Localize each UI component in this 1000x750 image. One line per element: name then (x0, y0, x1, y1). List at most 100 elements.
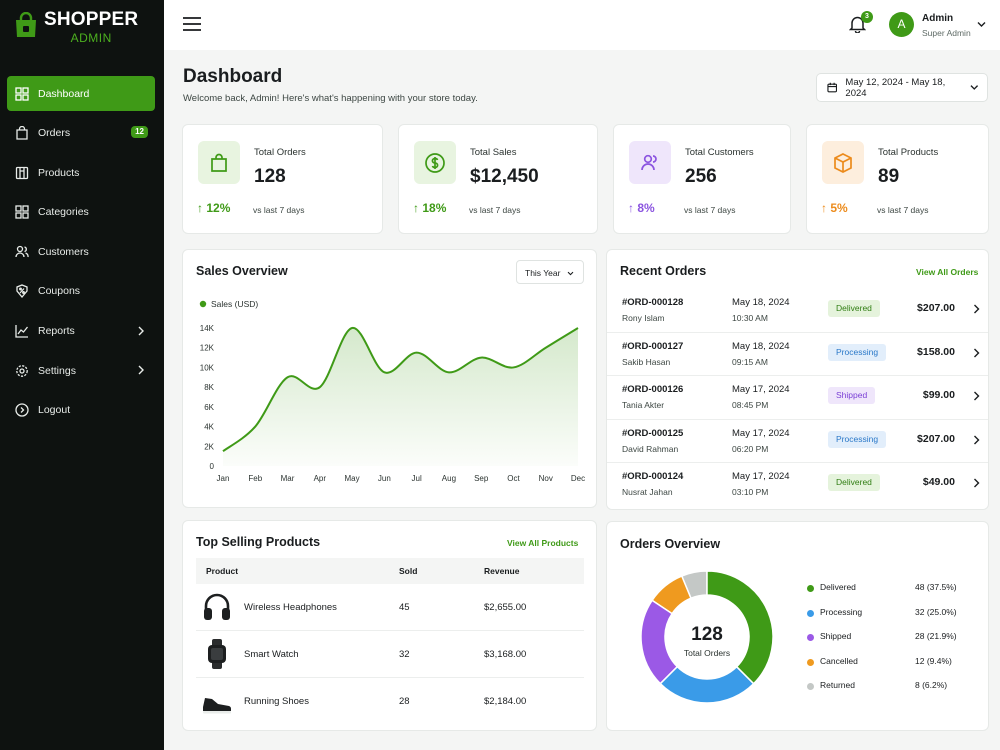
data-point-nov[interactable] (541, 343, 551, 353)
y-tick-label: 6K (204, 403, 214, 412)
avatar[interactable]: A (889, 12, 914, 37)
period-select[interactable]: This Year (516, 260, 584, 284)
data-point-dec[interactable] (573, 323, 583, 333)
sidebar-item-products[interactable]: Products (7, 155, 155, 190)
product-name: Smart Watch (244, 649, 299, 660)
section-title: Top Selling Products (196, 535, 321, 549)
stat-value: 128 (254, 166, 286, 187)
table-row[interactable]: Smart Watch 32 $3,168.00 (196, 631, 584, 678)
status-badge: Processing (828, 430, 887, 448)
view-all-products-link[interactable]: View All Products (507, 538, 579, 548)
section-title: Orders Overview (620, 537, 721, 551)
legend-label: Delivered (820, 582, 856, 592)
categories-icon (15, 205, 29, 219)
data-point-jun[interactable] (379, 367, 389, 377)
order-id[interactable]: #ORD-000126 (622, 384, 684, 395)
sidebar-item-dashboard[interactable]: Dashboard (7, 76, 155, 111)
x-tick-label: Dec (571, 474, 585, 483)
product-name: Running Shoes (244, 696, 309, 707)
brand-logo[interactable]: SHOPPER ADMIN (14, 10, 138, 44)
column-header-product: Product (206, 566, 239, 576)
data-point-oct[interactable] (508, 362, 518, 372)
arrow-up-icon: ↑ (821, 201, 831, 215)
data-point-may[interactable] (347, 323, 357, 333)
arrow-up-icon: ↑ (628, 201, 638, 215)
order-row[interactable]: #ORD-000124 Nusrat Jahan May 17, 2024 03:10… (607, 463, 988, 507)
date-range-picker[interactable]: May 12, 2024 - May 18, 2024 (816, 73, 988, 102)
trend-value: 18% (422, 201, 447, 215)
chevron-right-icon[interactable] (973, 348, 980, 358)
user-name[interactable]: Admin (922, 13, 954, 24)
stat-note: vs last 7 days (877, 205, 929, 215)
sidebar-item-label: Settings (38, 364, 76, 377)
chevron-down-icon[interactable] (977, 21, 986, 28)
donut-slice-cancelled[interactable] (651, 575, 692, 615)
sidebar-item-customers[interactable]: Customers (7, 234, 155, 269)
data-point-aug[interactable] (444, 367, 454, 377)
stat-note: vs last 7 days (684, 205, 736, 215)
data-point-sep[interactable] (476, 353, 486, 363)
sidebar-item-orders[interactable]: Orders 12 (7, 116, 155, 151)
recent-orders-card: Recent Orders View All Orders #ORD-00012… (606, 249, 989, 510)
order-row[interactable]: #ORD-000125 David Rahman May 17, 2024 06:20… (607, 420, 988, 463)
data-point-jan[interactable] (218, 446, 228, 456)
order-row[interactable]: #ORD-000127 Sakib Hasan May 18, 2024 09:15 … (607, 333, 988, 376)
sales-line (222, 327, 579, 453)
table-row[interactable]: Wireless Headphones 45 $2,655.00 (196, 584, 584, 631)
order-amount: $99.00 (922, 389, 955, 401)
customer-name: Rony Islam (622, 313, 665, 323)
legend-label: Cancelled (820, 655, 858, 666)
order-row[interactable]: #ORD-000128 Rony Islam May 18, 2024 10:30 A… (607, 289, 988, 333)
sidebar-item-reports[interactable]: Reports (7, 314, 155, 349)
gear-icon (15, 364, 29, 378)
order-row[interactable]: #ORD-000126 Tania Akter May 17, 2024 08:45 … (607, 376, 988, 420)
sidebar-item-categories[interactable]: Categories (7, 195, 155, 230)
donut-slice-processing[interactable] (659, 665, 755, 704)
sidebar-item-label: Customers (38, 245, 89, 258)
donut-total: 128 (691, 624, 723, 645)
x-tick-label: Feb (248, 474, 262, 483)
donut-slice-delivered[interactable] (706, 570, 774, 685)
order-amount: $158.00 (917, 345, 955, 358)
sidebar-item-settings[interactable]: Settings (7, 353, 155, 388)
headphones-icon (204, 593, 230, 620)
customer-name: Nusrat Jahan (622, 487, 673, 497)
legend-value: 12 (9.4%) (915, 655, 952, 666)
chevron-right-icon[interactable] (973, 435, 980, 445)
user-role: Super Admin (922, 28, 971, 38)
bell-icon[interactable] (849, 15, 866, 33)
section-title: Sales Overview (196, 264, 288, 278)
data-point-feb[interactable] (250, 422, 260, 432)
chevron-right-icon[interactable] (973, 304, 980, 314)
order-id[interactable]: #ORD-000128 (622, 297, 684, 308)
sidebar-item-logout[interactable]: Logout (7, 393, 155, 428)
sidebar-item-label: Categories (38, 206, 89, 219)
stat-label: Total Customers (685, 147, 754, 158)
date-range-text: May 12, 2024 - May 18, 2024 (845, 76, 946, 99)
legend-dot (807, 683, 814, 690)
chevron-right-icon[interactable] (973, 478, 980, 488)
order-date: May 17, 2024 (732, 427, 790, 439)
product-sold: 32 (399, 649, 410, 660)
data-point-apr[interactable] (315, 382, 325, 392)
chevron-right-icon[interactable] (973, 391, 980, 401)
grid-icon (15, 86, 29, 101)
view-all-orders-link[interactable]: View All Orders (916, 267, 979, 277)
brand-name: SHOPPER (44, 9, 139, 30)
sidebar-item-label: Coupons (38, 285, 81, 298)
arrow-up-icon: ↑ (197, 201, 207, 215)
data-point-mar[interactable] (283, 372, 293, 382)
order-id[interactable]: #ORD-000127 (622, 340, 684, 352)
donut-slice-shipped[interactable] (640, 599, 679, 685)
menu-icon[interactable] (183, 16, 201, 32)
legend-value: 32 (25.0%) (915, 606, 957, 617)
sidebar-item-coupons[interactable]: Coupons (7, 274, 155, 309)
order-amount: $207.00 (917, 432, 955, 445)
order-id[interactable]: #ORD-000124 (622, 471, 684, 482)
legend-value: 28 (21.9%) (915, 631, 957, 641)
notification-badge: 3 (861, 11, 873, 23)
table-row[interactable]: Running Shoes 28 $2,184.00 (196, 678, 584, 725)
orders-count-badge: 12 (131, 125, 148, 138)
order-id[interactable]: #ORD-000125 (622, 427, 684, 439)
data-point-jul[interactable] (412, 348, 422, 358)
